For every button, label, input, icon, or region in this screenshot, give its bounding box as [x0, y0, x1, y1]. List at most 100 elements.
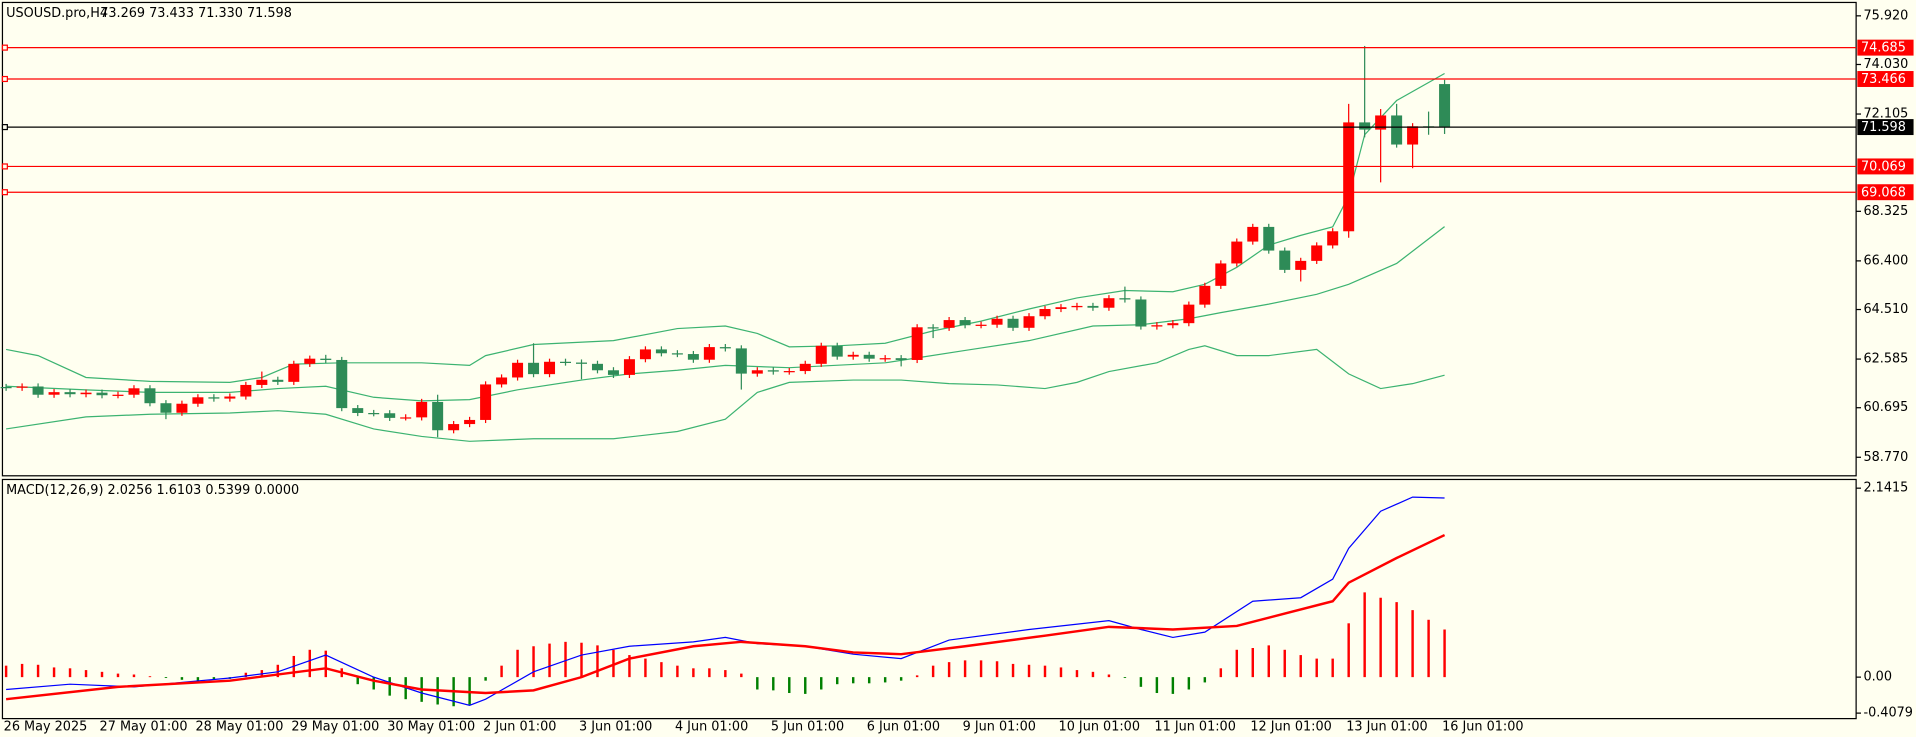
candle-body [144, 388, 156, 404]
x-tick-label: 6 Jun 01:00 [867, 720, 940, 735]
y-tick-label: 66.400 [1863, 253, 1908, 268]
candle-body [496, 377, 508, 385]
y-tick-label: 64.510 [1863, 302, 1908, 317]
candle-body [1391, 115, 1403, 145]
candle-body [1167, 323, 1179, 326]
band-line [5, 72, 1445, 383]
candle-body [32, 386, 44, 395]
candle-body [607, 370, 619, 375]
candle-body [879, 358, 891, 360]
y-tick-label: -0.4079 [1863, 706, 1912, 721]
y-tick-label: 62.585 [1863, 352, 1908, 367]
band-line [6, 226, 1445, 402]
candle-body [1263, 226, 1275, 251]
y-tick-label: 72.105 [1863, 107, 1908, 122]
x-tick-label: 26 May 2025 [4, 720, 88, 735]
candle-body [320, 358, 332, 360]
candle-body [1071, 305, 1083, 308]
y-tick-label: 60.695 [1863, 400, 1908, 415]
candle-body [655, 349, 667, 354]
chart-title: USOUSD.pro,H4 [6, 6, 108, 21]
candle-body [336, 359, 348, 409]
x-tick-label: 2 Jun 01:00 [483, 720, 556, 735]
candle-body [1135, 299, 1147, 327]
candle-body [591, 363, 603, 371]
x-tick-label: 13 Jun 01:00 [1346, 720, 1427, 735]
candle-body [1343, 122, 1355, 232]
y-tick-label: 0.00 [1863, 670, 1892, 685]
candle-body [304, 358, 316, 364]
x-tick-label: 16 Jun 01:00 [1442, 720, 1523, 735]
candle-body [528, 362, 540, 375]
x-tick-label: 29 May 01:00 [291, 720, 379, 735]
level-marker [1, 189, 8, 196]
candle-body [831, 345, 843, 357]
candle-body [368, 412, 380, 415]
candle-body [1055, 307, 1067, 310]
candle-body [1327, 231, 1339, 246]
candle-body [80, 392, 92, 395]
y-tick-label: 58.770 [1863, 450, 1908, 465]
level-label: 74.685 [1861, 41, 1906, 56]
level-label-box [1857, 184, 1914, 201]
level-label-box [1857, 39, 1914, 56]
x-tick-label: 11 Jun 01:00 [1154, 720, 1235, 735]
candle-body [1119, 298, 1131, 300]
x-tick-label: 3 Jun 01:00 [579, 720, 652, 735]
x-tick-label: 5 Jun 01:00 [771, 720, 844, 735]
candle-body [943, 320, 955, 328]
candle-body [1199, 285, 1211, 305]
y-tick-label: 2.1415 [1863, 481, 1908, 496]
ohlc-info: 73.269 73.433 71.330 71.598 [100, 6, 292, 21]
band-line [6, 345, 1445, 442]
candle-body [1311, 245, 1323, 261]
candle-body [400, 417, 412, 419]
candle-body [1151, 325, 1163, 327]
level-label: 69.068 [1861, 185, 1906, 200]
candle-body [448, 424, 460, 431]
candle-body [0, 386, 12, 389]
x-tick-label: 27 May 01:00 [100, 720, 188, 735]
candle-body [575, 362, 587, 364]
candle-body [1039, 309, 1051, 317]
candle-body [64, 392, 76, 395]
y-tick-label: 75.920 [1863, 8, 1908, 23]
candle-body [1087, 305, 1099, 308]
candle-body [288, 363, 300, 382]
candle-body [512, 362, 524, 378]
candle-body [128, 388, 140, 395]
candle-body [480, 384, 492, 420]
x-tick-label: 9 Jun 01:00 [963, 720, 1036, 735]
x-tick-label: 28 May 01:00 [195, 720, 283, 735]
candle-body [895, 358, 907, 360]
candle-body [1183, 304, 1195, 324]
candle-body [991, 318, 1003, 325]
x-tick-label: 12 Jun 01:00 [1250, 720, 1331, 735]
candle-body [975, 324, 987, 326]
candle-body [735, 348, 747, 374]
x-tick-label: 30 May 01:00 [387, 720, 475, 735]
candle-body [256, 379, 268, 385]
level-label: 70.069 [1861, 160, 1906, 175]
candle-body [1279, 250, 1291, 270]
candle-body [767, 370, 779, 372]
candle-body [1295, 260, 1307, 270]
price-pane [1, 1, 1857, 477]
candle-body [96, 392, 108, 396]
candle-body [208, 397, 220, 399]
candle-body [1247, 226, 1259, 242]
candle-body [959, 320, 971, 326]
candle-body [671, 353, 683, 355]
level-label: 73.466 [1861, 72, 1906, 87]
candle-body [544, 361, 556, 375]
level-label: 71.598 [1861, 120, 1906, 135]
candle-body [623, 359, 635, 375]
macd-line [5, 533, 1446, 701]
candle-body [1375, 115, 1387, 130]
candle-body [160, 403, 172, 413]
candle-body [1359, 122, 1371, 130]
candle-body [1439, 84, 1451, 128]
